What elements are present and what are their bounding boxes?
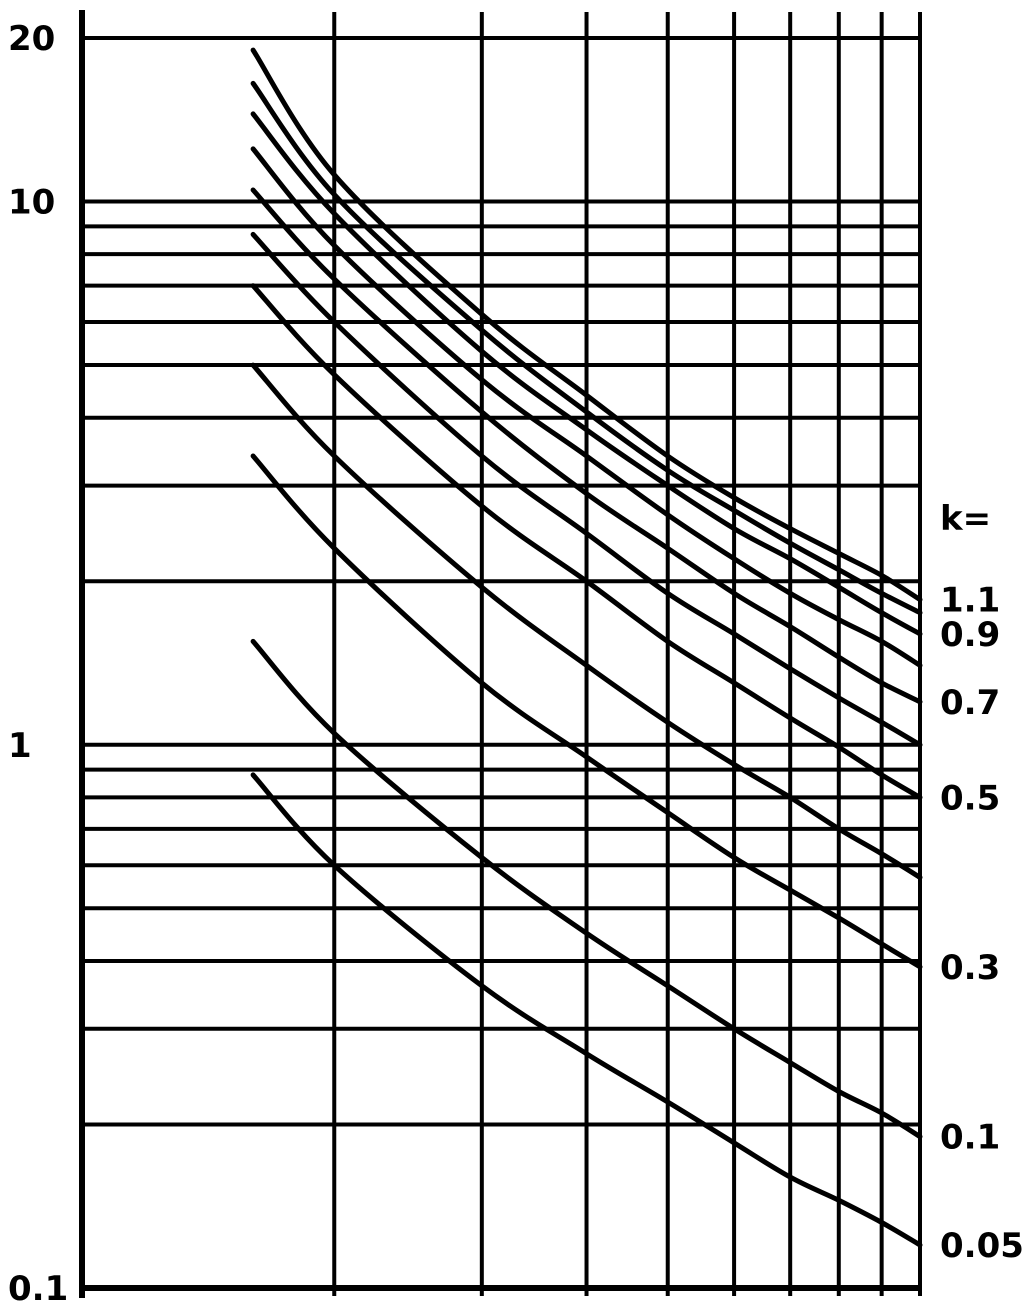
series-label: 0.7 <box>940 683 1000 723</box>
curve-k-0.6 <box>250 231 923 748</box>
curve-k-0.1 <box>250 638 923 1140</box>
series-label: 0.3 <box>940 948 1000 988</box>
chart-curves <box>250 47 923 1248</box>
curve-k-0.7 <box>250 187 923 705</box>
series-label: 0.9 <box>940 615 1000 655</box>
y-tick-label: 0.1 <box>8 1269 68 1308</box>
y-tick-label: 1 <box>8 726 32 766</box>
series-label: 1.1 <box>940 581 1000 621</box>
legend-title: k= <box>940 499 991 539</box>
y-axis-tick-labels: 20 10 1 0.1 <box>8 19 68 1308</box>
series-labels: 1.10.9 0.7 0.5 0.3 0.1 0.05 <box>940 581 1024 1266</box>
y-tick-label: 10 <box>8 183 55 223</box>
curve-k-0.05 <box>250 772 923 1248</box>
curve-k-1.1 <box>250 47 923 603</box>
curve-k-0.9 <box>250 111 923 637</box>
series-label: 0.5 <box>940 778 1000 818</box>
curve-k-0.8 <box>250 146 923 668</box>
chart-axes <box>79 10 920 1298</box>
y-tick-label: 20 <box>8 19 55 59</box>
curve-k-0.3 <box>250 453 923 970</box>
curve-k-0.4 <box>250 362 923 880</box>
series-label: 0.05 <box>940 1226 1024 1266</box>
curve-k-1.0 <box>250 80 923 616</box>
chart-grid <box>80 12 922 1296</box>
curve-k-0.5 <box>250 283 923 800</box>
series-label: 0.1 <box>940 1118 1000 1158</box>
